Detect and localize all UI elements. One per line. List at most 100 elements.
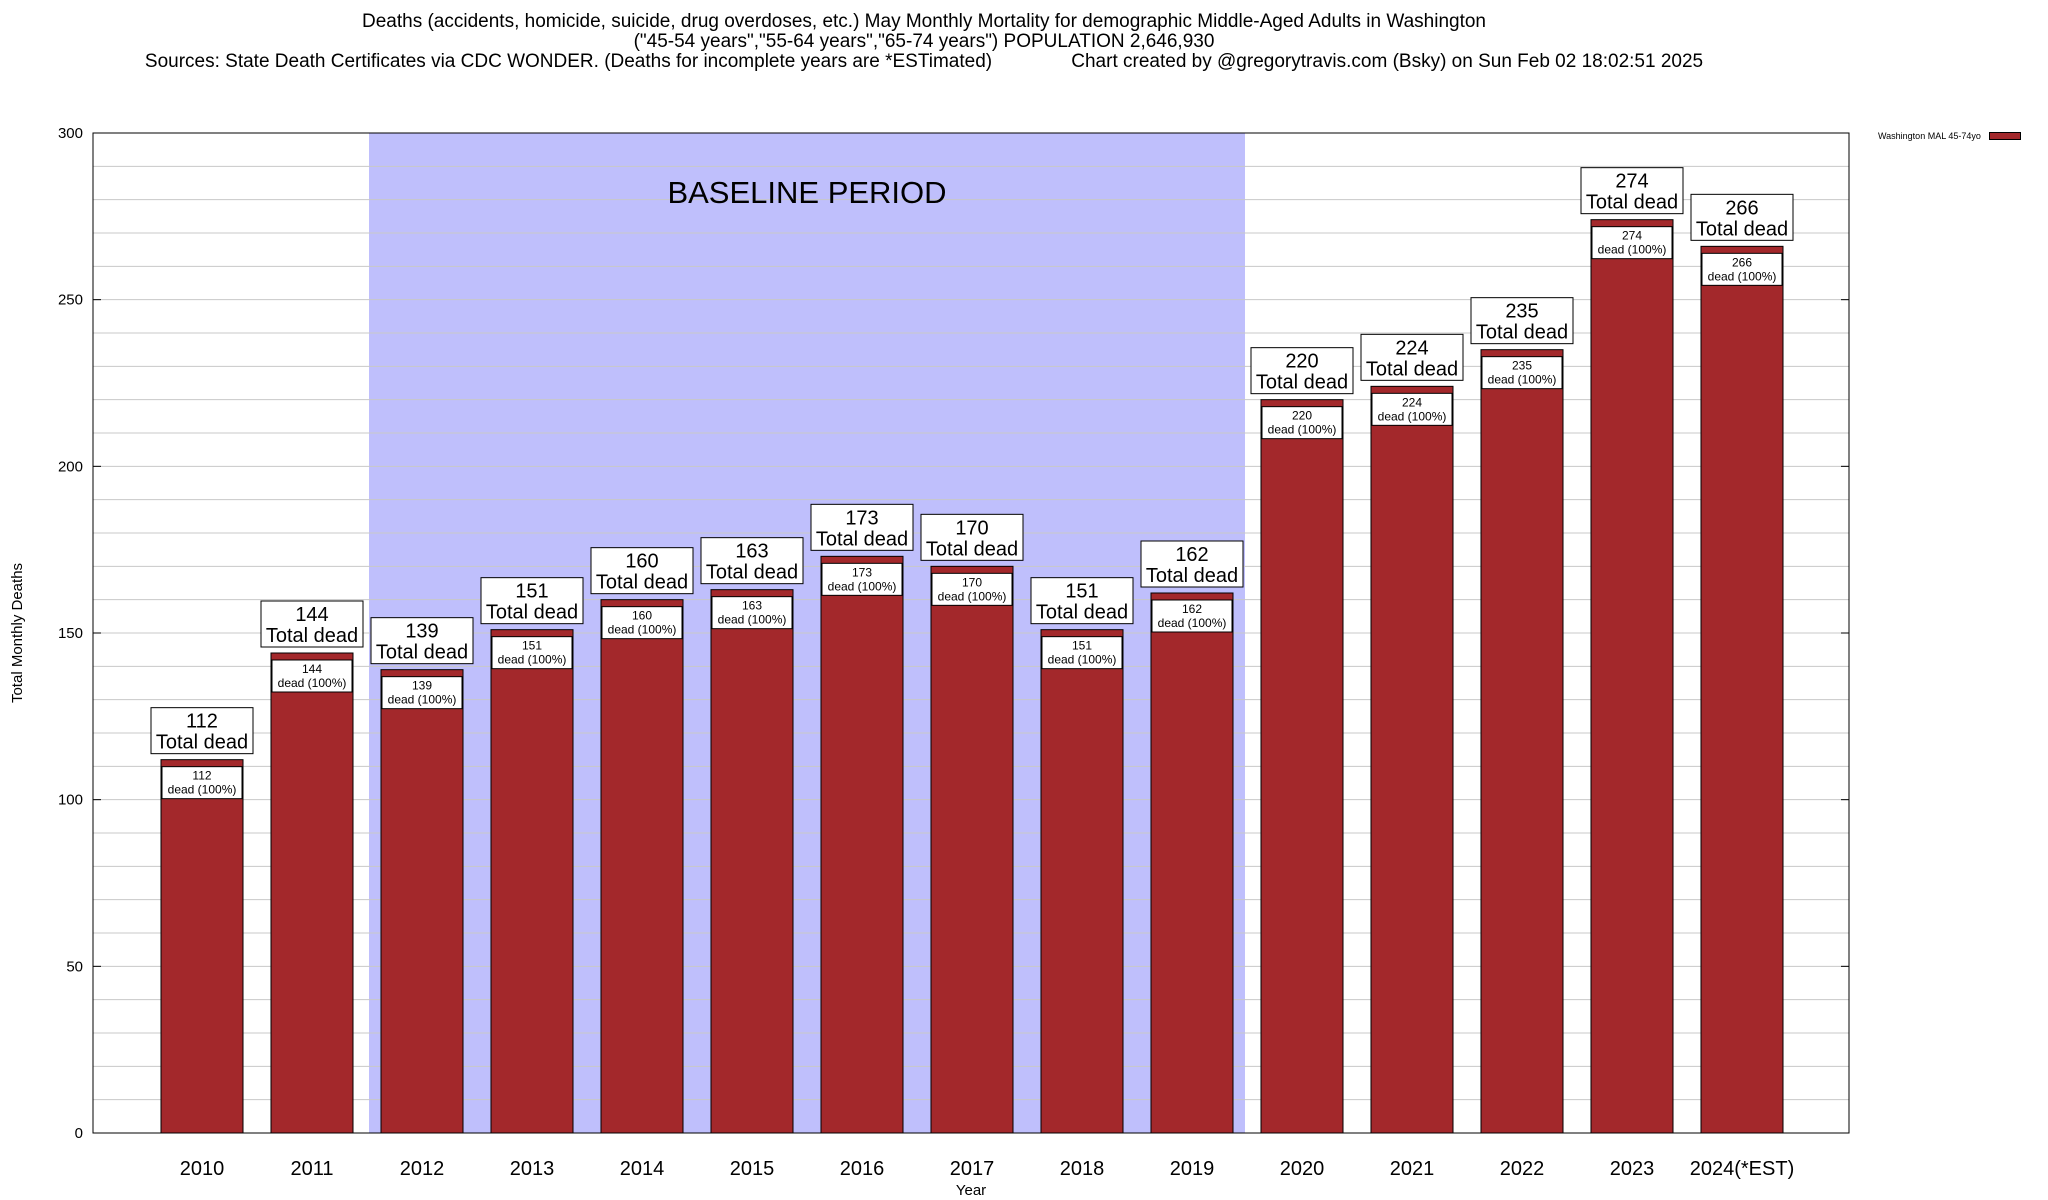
bar-inner-percent: dead (100%) xyxy=(1708,269,1777,283)
chart-source-note: Sources: State Death Certificates via CD… xyxy=(144,51,1704,72)
bar-total-label-box xyxy=(260,600,364,648)
bar-inner-label-box xyxy=(271,659,353,693)
x-tick-label: 2022 xyxy=(1500,1158,1545,1180)
bar-inner-percent: dead (100%) xyxy=(278,676,347,690)
bar-total-label: Total dead xyxy=(156,732,248,754)
bar-total-label-box xyxy=(590,547,694,595)
bar-inner-value: 162 xyxy=(1182,602,1202,616)
bar-total-value: 170 xyxy=(955,517,988,539)
bar-total-value: 162 xyxy=(1175,544,1208,566)
bar-inner-value: 151 xyxy=(522,639,542,653)
bar-inner-value: 266 xyxy=(1732,255,1752,269)
bar-inner-value: 274 xyxy=(1622,229,1642,243)
bar-inner-value: 160 xyxy=(632,609,652,623)
bar-inner-percent: dead (100%) xyxy=(1598,243,1667,257)
bar-inner-label-box xyxy=(491,636,573,670)
bar-inner-value: 151 xyxy=(1072,639,1092,653)
x-tick-label: 2023 xyxy=(1610,1158,1655,1180)
legend: Washington MAL 45-74yo xyxy=(1878,131,2021,141)
bar-inner-label-box xyxy=(821,562,903,596)
y-tick-label: 300 xyxy=(58,125,83,142)
bar-inner-label-box xyxy=(1481,356,1563,390)
bar-inner-value: 139 xyxy=(412,679,432,693)
bar-inner-label-box xyxy=(161,766,243,800)
legend-swatch xyxy=(1988,132,2021,140)
bar-total-value: 224 xyxy=(1395,337,1428,359)
bar-total-label-box xyxy=(1360,333,1464,381)
bar-inner-value: 220 xyxy=(1292,409,1312,423)
bar-total-label-box xyxy=(700,537,804,585)
bar-inner-label-box xyxy=(1591,226,1673,260)
bar-total-value: 144 xyxy=(295,604,328,626)
bar-inner-value: 163 xyxy=(742,599,762,613)
bar xyxy=(380,669,464,1134)
x-tick-label: 2020 xyxy=(1280,1158,1325,1180)
bar xyxy=(820,555,904,1134)
bar-inner-label-box xyxy=(1261,406,1343,440)
bar-total-label-box xyxy=(150,707,254,755)
bar-inner-value: 173 xyxy=(852,565,872,579)
x-tick-label: 2018 xyxy=(1060,1158,1105,1180)
bar-inner-label-box xyxy=(1371,392,1453,426)
x-tick-label: 2015 xyxy=(730,1158,775,1180)
bar-total-label: Total dead xyxy=(1586,192,1678,214)
bar-inner-percent: dead (100%) xyxy=(828,579,897,593)
bar-total-label-box xyxy=(1580,167,1684,215)
y-tick-label: 0 xyxy=(75,1125,83,1142)
bar xyxy=(710,589,794,1134)
bar-total-label: Total dead xyxy=(1476,322,1568,344)
bar-total-label-box xyxy=(1140,540,1244,588)
bar-total-label: Total dead xyxy=(266,625,358,647)
y-tick-label: 100 xyxy=(58,792,83,809)
x-axis-label: Year xyxy=(956,1182,986,1199)
bar-total-value: 266 xyxy=(1725,197,1758,219)
bar-inner-label-box xyxy=(1701,252,1783,286)
bar-total-label: Total dead xyxy=(1366,358,1458,380)
baseline-period-label: BASELINE PERIOD xyxy=(667,175,946,210)
bar xyxy=(1590,219,1674,1134)
bar-total-label-box xyxy=(810,503,914,551)
bar xyxy=(160,759,244,1134)
bar-total-label-box xyxy=(480,577,584,625)
bar xyxy=(1370,385,1454,1134)
chart-title-block: Deaths (accidents, homicide, suicide, dr… xyxy=(0,12,1848,72)
bar xyxy=(490,629,574,1134)
bar-total-label: Total dead xyxy=(1256,372,1348,394)
bar-inner-percent: dead (100%) xyxy=(1158,616,1227,630)
y-tick-label: 150 xyxy=(58,625,83,642)
chart-subtitle: ("45-54 years","55-64 years","65-74 year… xyxy=(633,31,1215,52)
bar-total-label: Total dead xyxy=(486,602,578,624)
x-tick-label: 2017 xyxy=(950,1158,995,1180)
bar xyxy=(930,565,1014,1134)
bar-total-value: 274 xyxy=(1615,171,1648,193)
x-tick-label: 2013 xyxy=(510,1158,555,1180)
bar xyxy=(1040,629,1124,1134)
y-tick-label: 50 xyxy=(66,958,83,975)
y-tick-label: 200 xyxy=(58,458,83,475)
bar xyxy=(270,652,354,1134)
x-tick-label: 2024(*EST) xyxy=(1690,1158,1795,1180)
bar-total-value: 112 xyxy=(186,711,218,733)
bar-inner-label-box xyxy=(381,676,463,710)
bar-inner-percent: dead (100%) xyxy=(1378,409,1447,423)
bar-inner-label-box xyxy=(1151,599,1233,633)
chart-title: Deaths (accidents, homicide, suicide, dr… xyxy=(362,11,1486,32)
x-tick-label: 2014 xyxy=(620,1158,665,1180)
bar-total-label-box xyxy=(1250,347,1354,395)
y-tick-label: 250 xyxy=(58,292,83,309)
bar-total-label-box xyxy=(1030,577,1134,625)
bar-inner-label-box xyxy=(711,596,793,630)
bar-total-value: 235 xyxy=(1505,301,1538,323)
bar-total-value: 220 xyxy=(1285,351,1318,373)
bar-total-label: Total dead xyxy=(376,642,468,664)
bar-total-label-box xyxy=(1690,193,1794,241)
y-axis-label: Total Monthly Deaths xyxy=(9,563,26,703)
bar-total-label-box xyxy=(370,617,474,665)
bar-total-value: 160 xyxy=(625,551,658,573)
bar-total-label-box xyxy=(920,513,1024,561)
bar-inner-percent: dead (100%) xyxy=(718,613,787,627)
bar-inner-percent: dead (100%) xyxy=(1048,653,1117,667)
bar-inner-percent: dead (100%) xyxy=(388,693,457,707)
bar-inner-percent: dead (100%) xyxy=(1268,423,1337,437)
